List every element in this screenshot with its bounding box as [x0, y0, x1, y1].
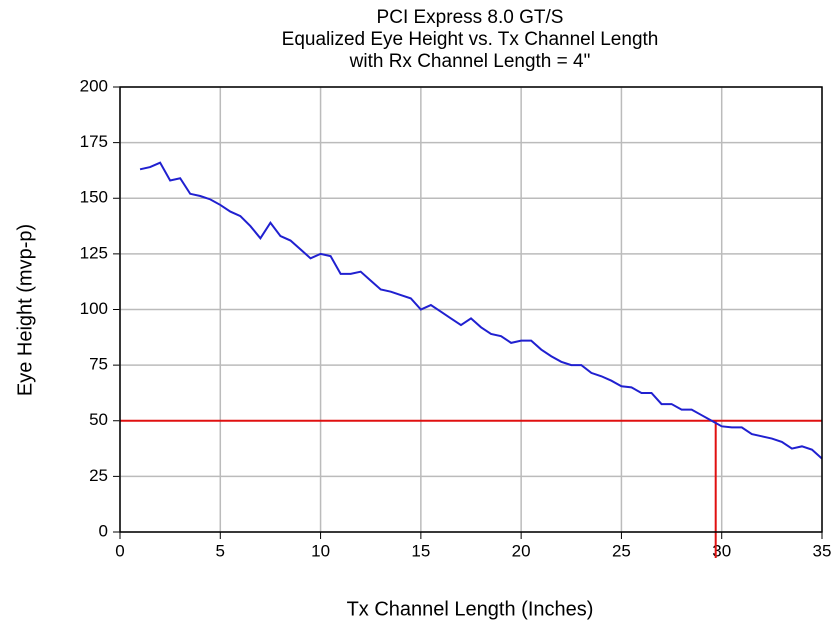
data-line — [139, 161, 823, 460]
x-axis-label: Tx Channel Length (Inches) — [347, 598, 594, 620]
plot-frame — [119, 86, 823, 533]
x-tick-label: 0 — [115, 541, 124, 560]
y-tick-label: 100 — [80, 299, 108, 318]
x-tick-label: 20 — [512, 541, 531, 560]
y-axis-label: Eye Height (mvp-p) — [14, 224, 36, 396]
x-tick-label: 10 — [311, 541, 330, 560]
x-tick-label: 15 — [411, 541, 430, 560]
y-tick-label: 125 — [80, 243, 108, 262]
chart-subtitle: Equalized Eye Height vs. Tx Channel Leng… — [282, 29, 659, 50]
x-tick-label: 5 — [216, 541, 225, 560]
x-tick-label: 25 — [612, 541, 631, 560]
chart-subtitle: with Rx Channel Length = 4" — [349, 51, 591, 72]
y-tick-label: 200 — [80, 76, 108, 95]
x-tick-label: 35 — [813, 541, 832, 560]
y-tick-label: 0 — [99, 521, 108, 540]
y-tick-label: 25 — [89, 466, 108, 485]
y-tick-label: 50 — [89, 410, 108, 429]
chart-title: PCI Express 8.0 GT/S — [377, 7, 564, 28]
y-tick-label: 175 — [80, 132, 108, 151]
y-tick-label: 75 — [89, 355, 108, 374]
x-tick-label: 30 — [712, 541, 731, 560]
y-tick-label: 150 — [80, 188, 108, 207]
